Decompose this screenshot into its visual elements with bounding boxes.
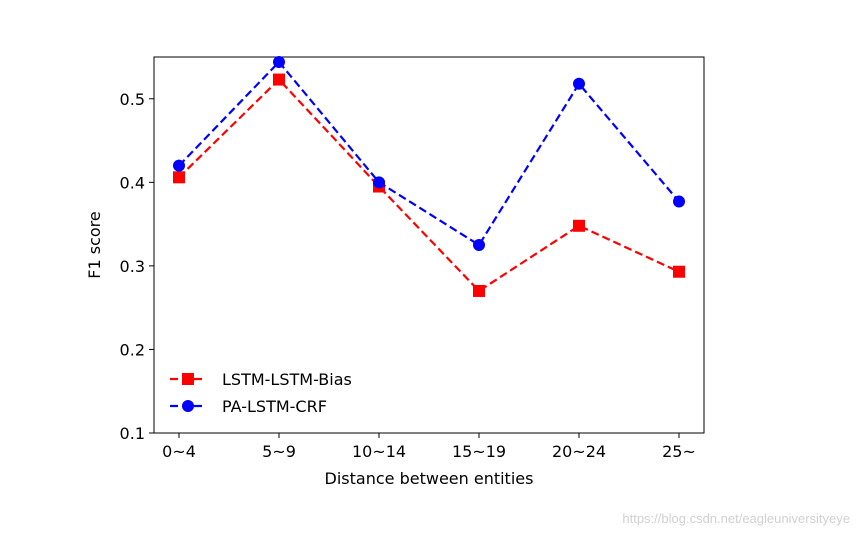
legend-marker [182,373,194,385]
series-pa-lstm-crf [173,56,685,251]
data-point [273,56,285,69]
legend: LSTM-LSTM-Bias PA-LSTM-CRF [170,370,352,416]
data-point [673,265,685,278]
x-tick-label: 15~19 [452,442,506,461]
data-point [173,171,185,184]
x-tick-label: 0~4 [162,442,196,461]
series-layer [173,56,685,297]
x-axis-label: Distance between entities [325,469,534,488]
y-tick-label: 0.5 [120,90,145,109]
data-point [473,239,485,251]
data-point [673,195,685,208]
series-line [178,77,680,293]
plot-area-frame [153,56,705,434]
y-tick-label: 0.3 [120,257,145,276]
legend-entry: LSTM-LSTM-Bias [170,370,352,389]
legend-entry: PA-LSTM-CRF [170,397,327,416]
watermark: https://blog.csdn.net/eagleuniversityeye [622,511,850,526]
data-point [473,284,485,297]
data-point [573,77,585,90]
data-point [173,159,185,172]
series-line [178,60,680,247]
x-axis: 0~4 5~9 10~14 15~19 20~24 25~ [162,433,696,461]
y-tick-label: 0.1 [120,424,145,443]
legend-label: PA-LSTM-CRF [222,397,327,416]
x-tick-label: 5~9 [262,442,296,461]
legend-label: LSTM-LSTM-Bias [222,370,352,389]
y-tick-label: 0.2 [120,340,145,359]
legend-marker [182,400,194,412]
x-tick-label: 10~14 [352,442,406,461]
x-tick-label: 25~ [662,442,696,461]
data-point [273,73,285,86]
y-axis: 0.1 0.2 0.3 0.4 0.5 [120,90,154,443]
y-tick-label: 0.4 [120,173,145,192]
y-axis-label: F1 score [85,211,104,278]
x-tick-label: 20~24 [552,442,606,461]
data-point [573,219,585,232]
data-point [373,176,385,189]
series-lstm-lstm-bias [173,73,685,297]
